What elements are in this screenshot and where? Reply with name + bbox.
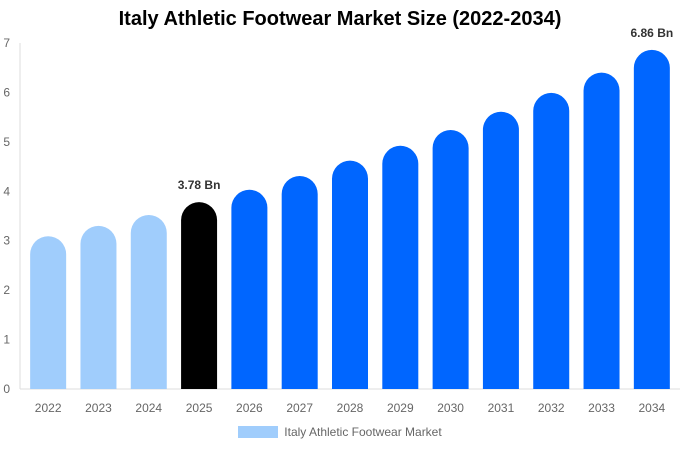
bar-2031 [482, 111, 519, 390]
bar-2023 [80, 225, 117, 389]
bar-2025 [181, 202, 218, 389]
x-tick-label: 2025 [186, 401, 213, 415]
bar-2028 [332, 160, 368, 389]
x-tick-label: 2030 [437, 401, 464, 415]
x-tick-label: 2027 [286, 401, 313, 415]
bar-2033 [583, 72, 620, 390]
bar-2032 [533, 92, 570, 390]
bar-2024 [130, 215, 167, 389]
bar-2022 [30, 236, 67, 389]
bar-2030 [432, 129, 469, 389]
y-tick-label: 7 [3, 36, 10, 50]
x-tick-label: 2022 [35, 401, 62, 415]
x-tick-label: 2032 [538, 401, 565, 415]
y-tick-label: 3 [3, 234, 10, 248]
bar-2026 [231, 189, 268, 389]
x-tick-label: 2028 [337, 401, 364, 415]
y-tick-label: 6 [3, 85, 10, 99]
x-tick-label: 2024 [135, 401, 162, 415]
bar-2027 [281, 175, 318, 389]
data-label: 3.78 Bn [178, 178, 221, 192]
legend-swatch [238, 426, 279, 438]
legend-label: Italy Athletic Footwear Market [284, 425, 442, 439]
data-label: 6.86 Bn [631, 26, 674, 40]
y-tick-label: 0 [3, 382, 10, 396]
x-tick-label: 2029 [387, 401, 414, 415]
x-tick-label: 2033 [588, 401, 615, 415]
x-tick-label: 2031 [488, 401, 515, 415]
bar-2034 [633, 49, 670, 390]
x-tick-label: 2026 [236, 401, 263, 415]
y-tick-label: 5 [3, 135, 10, 149]
x-tick-label: 2034 [638, 401, 665, 415]
x-tick-label: 2023 [85, 401, 112, 415]
legend[interactable]: Italy Athletic Footwear Market [0, 425, 680, 439]
bar-2029 [382, 145, 419, 389]
y-tick-label: 1 [3, 333, 10, 347]
chart-title: Italy Athletic Footwear Market Size (202… [118, 8, 562, 30]
y-tick-label: 2 [3, 283, 10, 297]
y-tick-label: 4 [3, 184, 10, 198]
